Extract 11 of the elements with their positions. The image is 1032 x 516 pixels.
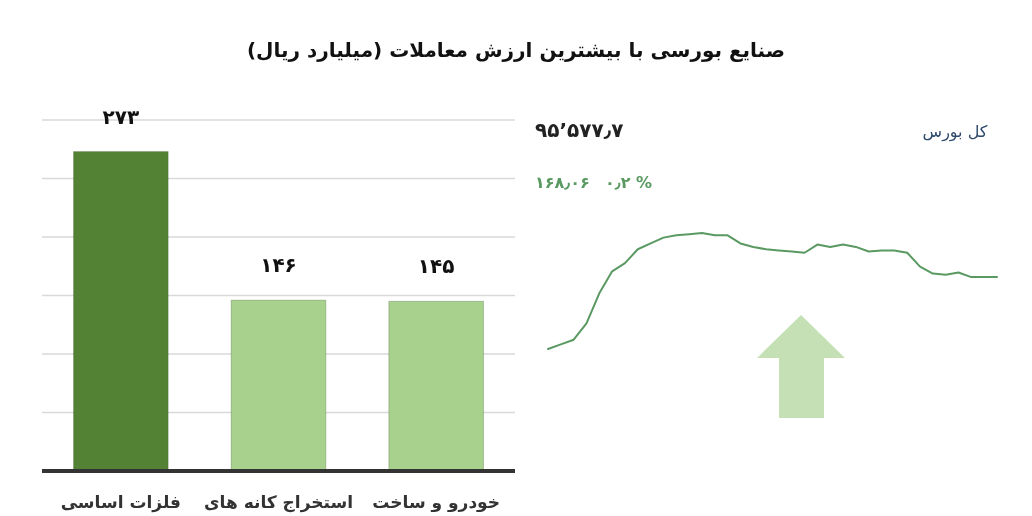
chart-title: صنایع بورسی با بیشترین ارزش معاملات (میلیارد ریال) bbox=[246, 38, 786, 62]
x-tick-label: خودرو و ساخت bbox=[372, 492, 501, 513]
x-tick-label: استخراج کانه های bbox=[204, 492, 353, 513]
text: ۱۶۸٫۰۶ bbox=[535, 173, 590, 192]
chart-title: کل بورس bbox=[922, 122, 988, 142]
text: ۹۵’۵۷۷٫۷ bbox=[535, 118, 624, 142]
x-tick-label: فلزات اساسی bbox=[60, 492, 181, 513]
data-label: ۲۷۳ bbox=[102, 104, 140, 129]
data-label: ۱۴۵ bbox=[417, 254, 455, 279]
text: ۰٫۲ % bbox=[605, 173, 653, 192]
data-label: ۱۴۶ bbox=[260, 253, 297, 278]
